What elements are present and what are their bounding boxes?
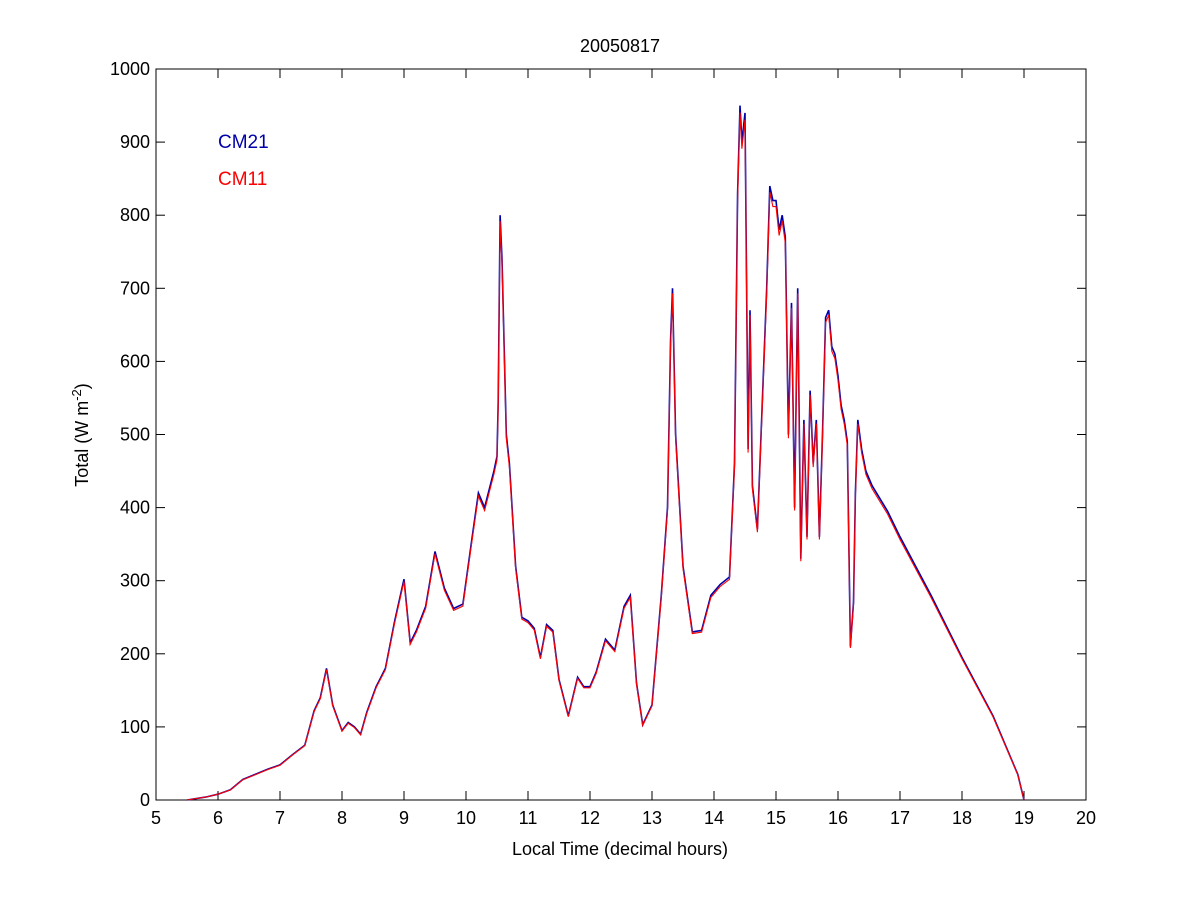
x-tick-label: 15 — [766, 808, 786, 828]
chart-title: 20050817 — [580, 36, 660, 56]
y-axis-label-sup: -2 — [69, 389, 84, 401]
x-tick-label: 19 — [1014, 808, 1034, 828]
legend-entry-cm11: CM11 — [218, 169, 267, 190]
y-axis-ticks: 0 100 200 300 400 500 600 700 800 900 1000 — [110, 59, 1086, 810]
x-tick-label: 18 — [952, 808, 972, 828]
legend: CM21 CM11 — [218, 132, 269, 190]
series-cm11-line — [186, 112, 1025, 801]
y-tick-label: 1000 — [110, 59, 150, 79]
y-tick-label: 900 — [120, 132, 150, 152]
x-axis-ticks: 5 6 7 8 9 10 11 12 13 14 15 16 17 18 19 20 — [151, 69, 1096, 828]
x-tick-label: 12 — [580, 808, 600, 828]
x-tick-label: 13 — [642, 808, 662, 828]
y-tick-label: 0 — [140, 790, 150, 810]
x-tick-label: 10 — [456, 808, 476, 828]
x-axis-label: Local Time (decimal hours) — [512, 839, 728, 859]
series-cm21-line — [186, 105, 1025, 801]
y-axis-label: Total (W m-2) — [69, 383, 92, 487]
plot-area: 5 6 7 8 9 10 11 12 13 14 15 16 17 18 19 20 0 100 200 300 40… — [110, 59, 1096, 828]
x-tick-label: 6 — [213, 808, 223, 828]
x-tick-label: 17 — [890, 808, 910, 828]
x-tick-label: 16 — [828, 808, 848, 828]
y-tick-label: 600 — [120, 351, 150, 371]
x-tick-label: 8 — [337, 808, 347, 828]
legend-entry-cm21: CM21 — [218, 132, 269, 153]
x-tick-label: 20 — [1076, 808, 1096, 828]
axes-box — [155, 68, 1087, 801]
y-tick-label: 200 — [120, 644, 150, 664]
y-tick-label: 100 — [120, 717, 150, 737]
y-tick-label: 800 — [120, 205, 150, 225]
x-tick-label: 5 — [151, 808, 161, 828]
y-axis-label-main: Total (W m — [72, 401, 92, 487]
y-tick-label: 700 — [120, 278, 150, 298]
y-tick-label: 500 — [120, 425, 150, 445]
y-axis-label-end: ) — [72, 383, 92, 389]
y-tick-label: 300 — [120, 571, 150, 591]
series-lines — [186, 105, 1025, 801]
x-tick-label: 7 — [275, 808, 285, 828]
x-tick-label: 9 — [399, 808, 409, 828]
y-tick-label: 400 — [120, 498, 150, 518]
x-tick-label: 14 — [704, 808, 724, 828]
x-tick-label: 11 — [519, 808, 538, 828]
